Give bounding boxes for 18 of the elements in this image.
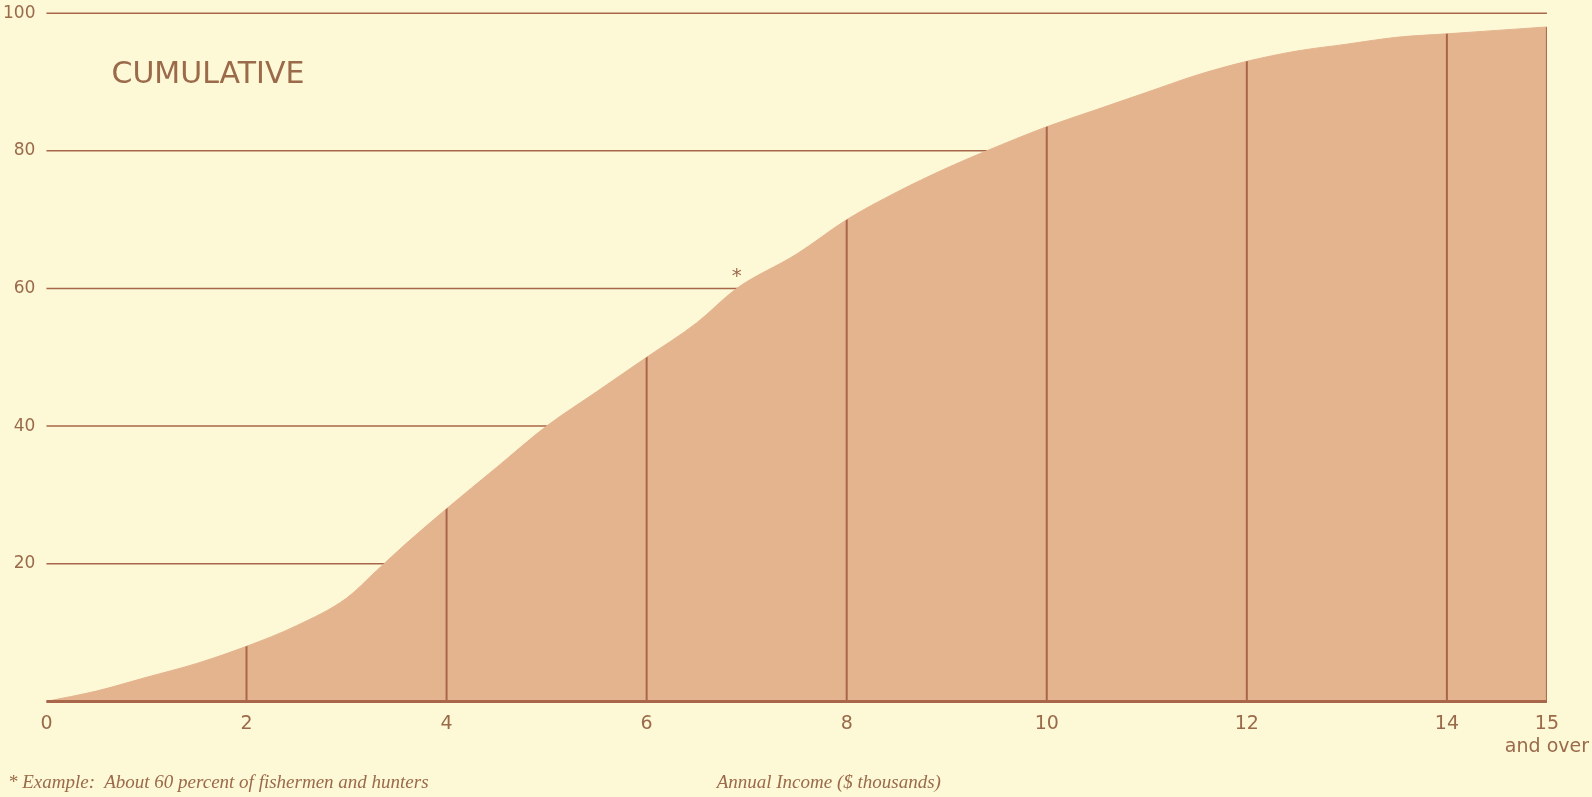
x-tick-label: 10: [1034, 710, 1059, 733]
x-tick-label: 15 and over: [1504, 710, 1590, 756]
x-tick-label: 12: [1234, 710, 1259, 733]
y-tick-label: 40: [13, 414, 36, 435]
annotation: *: [731, 262, 742, 287]
x-tick-label: 6: [640, 710, 653, 733]
y-tick-label: 80: [13, 139, 36, 160]
x-tick-label: 0: [40, 710, 53, 733]
x-tick-label: 4: [440, 710, 453, 733]
y-tick-label: 60: [13, 276, 36, 297]
x-tick-label: 14: [1434, 710, 1459, 733]
x-tick-label: 2: [240, 710, 253, 733]
x-tick-label: 8: [840, 710, 853, 733]
y-tick-label: 100: [2, 1, 36, 22]
x-axis-title: Annual Income ($ thousands): [714, 770, 941, 793]
text: CUMULATIVE: [111, 54, 305, 90]
y-tick-label: 20: [13, 552, 36, 573]
text: * Example: About 60 percent of fishermen and hunters: [8, 770, 429, 792]
